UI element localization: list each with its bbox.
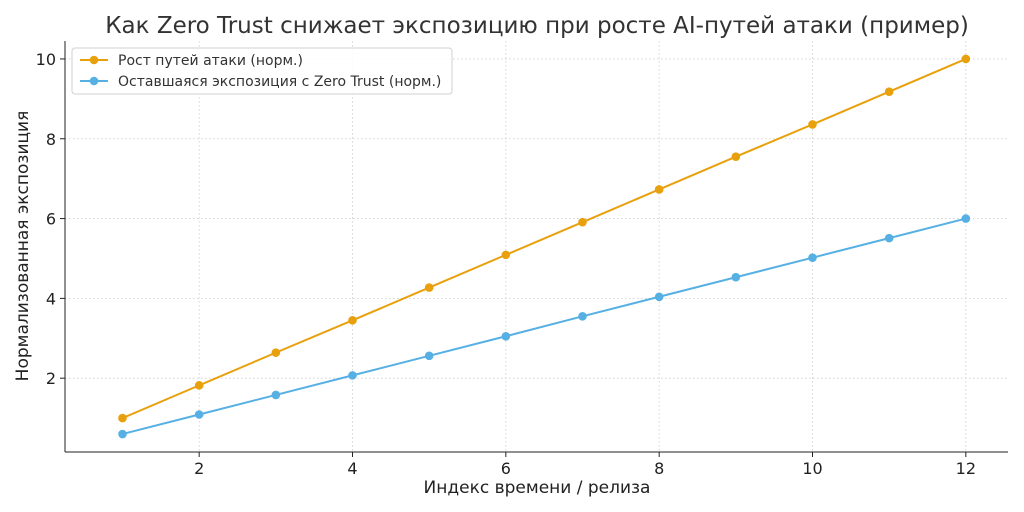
- x-tick-label: 10: [802, 459, 822, 478]
- data-point: [961, 54, 971, 64]
- legend-swatch-marker: [89, 76, 99, 86]
- data-point: [194, 410, 204, 419]
- grid: [65, 41, 1008, 452]
- x-axis-label: Индекс времени / релиза: [424, 478, 651, 498]
- y-tick-label: 4: [46, 289, 56, 308]
- legend-label: Оставшаяся экспозиция с Zero Trust (норм…: [118, 74, 441, 90]
- data-point: [808, 120, 817, 129]
- x-tick-label: 4: [347, 459, 357, 478]
- chart-title: Как Zero Trust снижает экспозицию при ро…: [105, 13, 969, 39]
- x-tick-label: 6: [501, 459, 511, 478]
- y-tick-label: 10: [36, 50, 56, 69]
- data-point: [654, 185, 664, 194]
- data-point: [271, 348, 281, 357]
- data-point: [654, 292, 664, 302]
- data-point: [731, 272, 741, 282]
- data-point: [961, 214, 971, 223]
- legend: Рост путей атаки (норм.) Оставшаяся экспо…: [71, 47, 453, 95]
- x-tick-label: 2: [194, 459, 204, 478]
- y-tick-label: 2: [46, 369, 56, 388]
- data-point: [731, 152, 741, 162]
- axes: [60, 41, 1008, 457]
- data-point: [118, 429, 127, 439]
- series-line-2: [122, 217, 967, 436]
- data-point: [501, 250, 511, 260]
- y-tick-label: 6: [46, 210, 56, 229]
- data-point: [808, 253, 817, 262]
- data-point: [884, 233, 894, 243]
- tick-labels: 2 4 6 8 10 12 2 4 6 8 10: [36, 50, 976, 478]
- legend-box: [71, 47, 453, 95]
- y-axis-label: Нормализованная экспозиция: [13, 111, 33, 382]
- data-point: [348, 371, 357, 380]
- data-point: [271, 390, 281, 400]
- data-point: [348, 316, 357, 325]
- legend-label: Рост путей атаки (норм.): [118, 53, 303, 69]
- series-layer: [118, 54, 971, 439]
- y-tick-label: 8: [46, 130, 56, 149]
- data-point: [578, 217, 587, 227]
- x-tick-label: 12: [956, 459, 976, 478]
- data-point: [424, 283, 434, 292]
- data-point: [424, 351, 434, 361]
- data-point: [118, 413, 127, 423]
- x-tick-label: 8: [654, 459, 664, 478]
- data-point: [578, 312, 587, 321]
- series-line-1: [122, 58, 967, 419]
- data-point: [884, 87, 894, 96]
- data-point: [194, 381, 204, 390]
- legend-swatch-marker: [89, 55, 99, 65]
- data-point: [501, 331, 511, 341]
